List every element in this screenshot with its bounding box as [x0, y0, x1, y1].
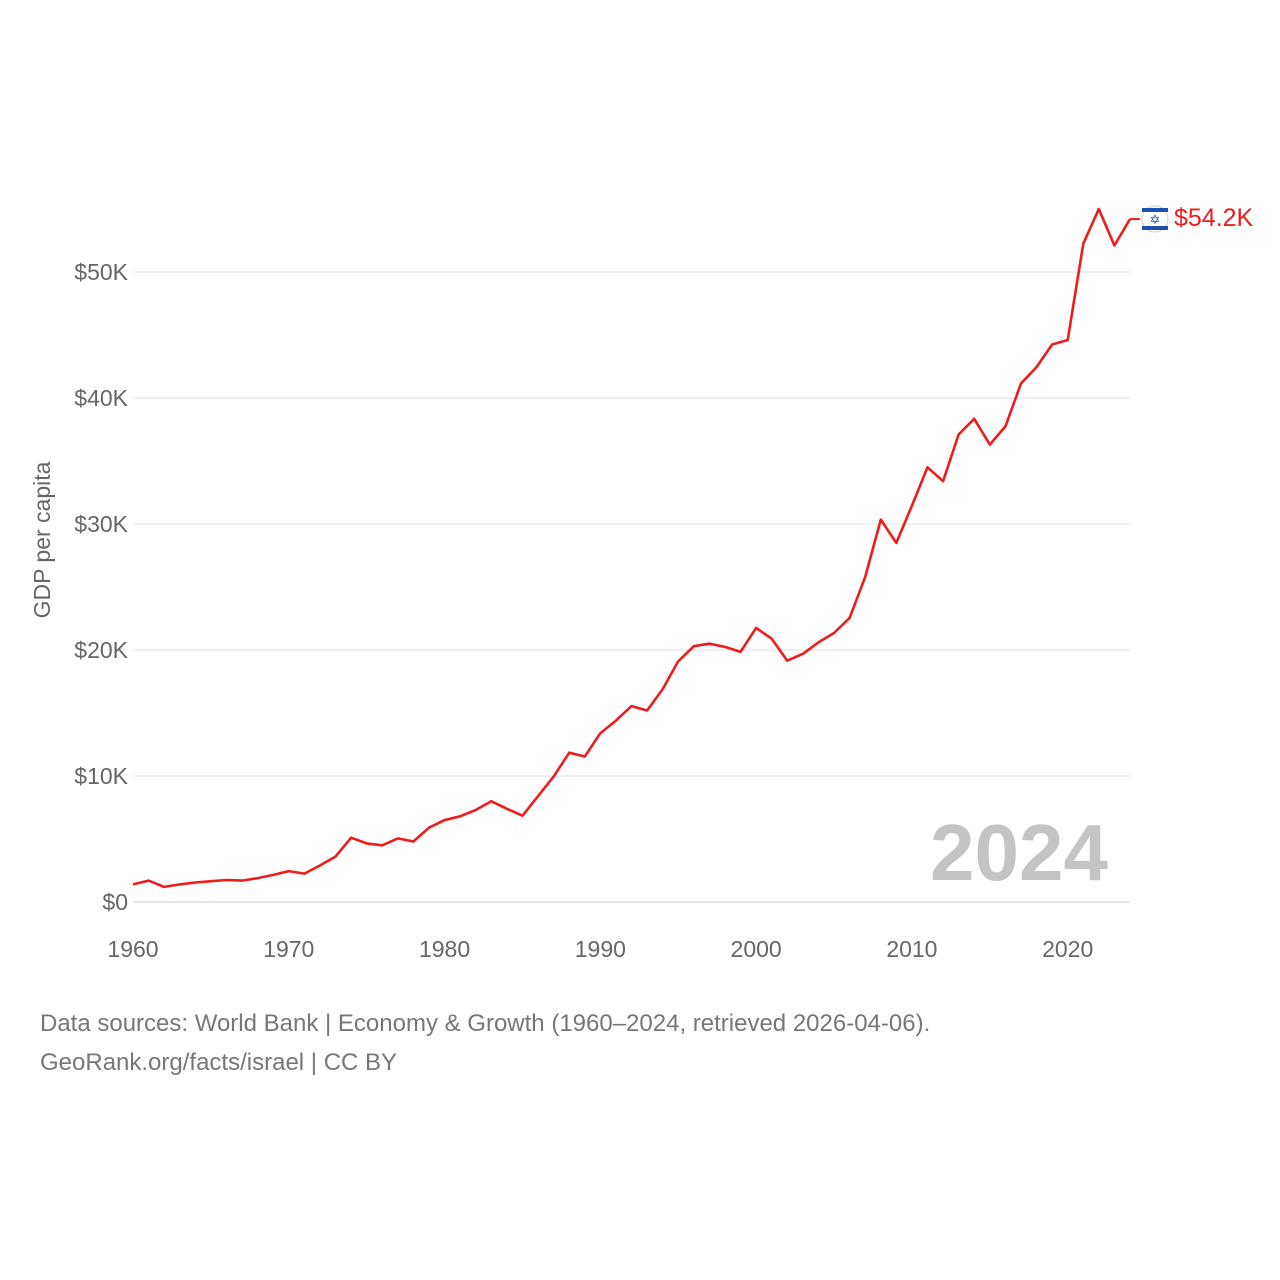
series-line-israel[interactable] — [132, 207, 1132, 889]
series-end-value-label: $54.2K — [1174, 204, 1254, 232]
svg-text:✡: ✡ — [1150, 213, 1161, 228]
y-axis-ticks: $0 $10K $20K $30K $40K $50K — [74, 259, 128, 915]
data-sources-text: Data sources: World Bank | Economy & Gro… — [40, 1010, 931, 1037]
series-end-marker[interactable]: ✡ $54.2K — [1141, 204, 1254, 233]
series-group — [132, 207, 1140, 889]
y-tick-label: $20K — [74, 637, 128, 663]
y-tick-label: $30K — [74, 511, 128, 537]
gdp-line-chart: $0 $10K $20K $30K $40K $50K 1960 1970 1980 1990 2… — [29, 204, 1254, 962]
x-tick-label: 1970 — [263, 936, 314, 962]
x-tick-label: 2020 — [1042, 936, 1093, 962]
x-axis-ticks: 1960 1970 1980 1990 2000 2010 2020 — [107, 936, 1093, 962]
y-tick-label: $0 — [102, 889, 128, 915]
current-year-watermark: 2024 — [930, 808, 1108, 897]
x-tick-label: 2010 — [886, 936, 937, 962]
y-gridlines — [133, 271, 1130, 903]
y-axis-label: GDP per capita — [29, 461, 55, 618]
y-tick-label: $50K — [74, 259, 128, 285]
x-tick-label: 1990 — [575, 936, 626, 962]
x-tick-label: 1960 — [107, 936, 158, 962]
y-tick-label: $10K — [74, 763, 128, 789]
y-tick-label: $40K — [74, 385, 128, 411]
x-tick-label: 1980 — [419, 936, 470, 962]
footer: Data sources: World Bank | Economy & Gro… — [40, 1004, 930, 1082]
x-tick-label: 2000 — [731, 936, 782, 962]
israel-flag-icon: ✡ — [1141, 205, 1169, 233]
attribution-link[interactable]: GeoRank.org/facts/israel | CC BY — [40, 1049, 398, 1076]
